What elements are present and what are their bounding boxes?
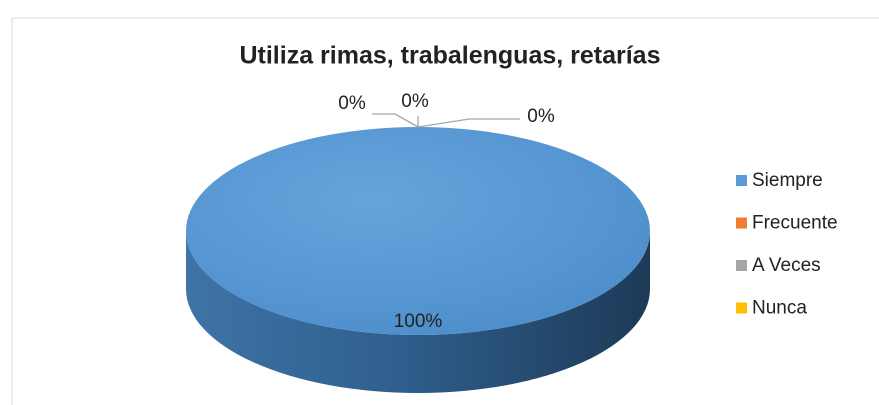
data-label: 100% [394, 311, 443, 332]
data-label: 0% [527, 106, 555, 127]
data-label: 0% [338, 93, 366, 114]
legend-label: Nunca [752, 298, 807, 319]
legend-label: Frecuente [752, 213, 838, 234]
data-label: 0% [401, 91, 429, 112]
legend-swatch [736, 260, 747, 271]
legend-swatch [736, 217, 747, 229]
leader-line [417, 118, 520, 128]
legend-swatch [736, 175, 747, 186]
chart-title: Utiliza rimas, trabalenguas, retarías [239, 42, 660, 70]
legend-swatch [736, 302, 747, 314]
legend-label: A Veces [752, 255, 821, 276]
pie-slice [186, 127, 650, 335]
leader-line [372, 113, 419, 128]
legend-label: Siempre [752, 170, 823, 191]
pie-side [186, 231, 650, 393]
